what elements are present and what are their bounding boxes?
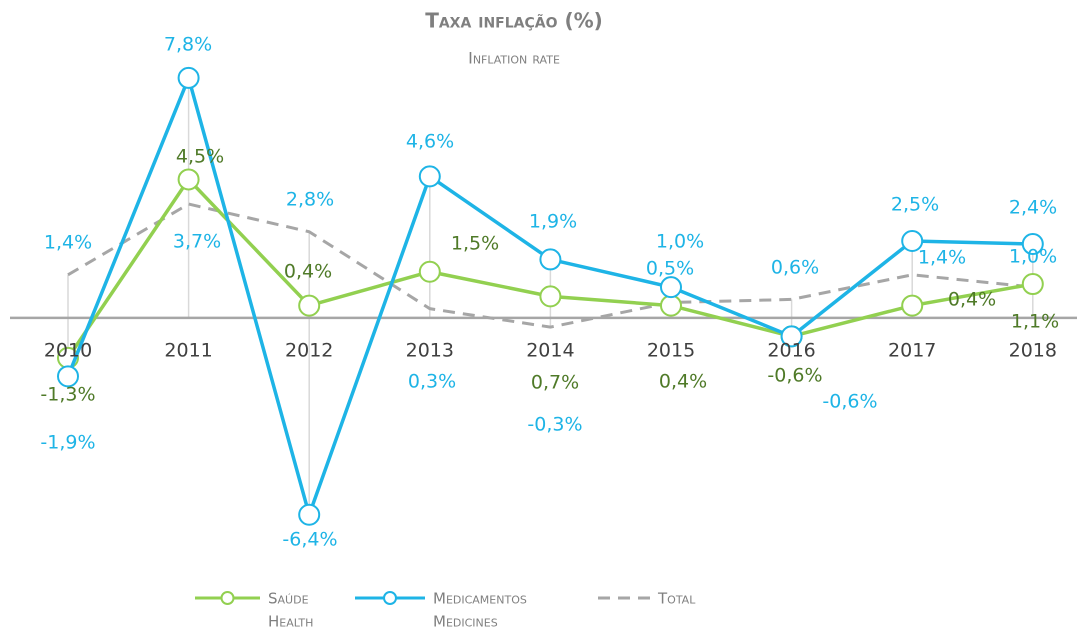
data-label: 0,6% xyxy=(771,257,819,279)
marker xyxy=(298,294,321,317)
marker xyxy=(298,503,321,526)
x-tick-label: 2015 xyxy=(647,340,695,362)
x-tick-label: 2012 xyxy=(285,340,333,362)
chart-subtitle: Inflation rate xyxy=(468,49,560,68)
data-label: 0,3% xyxy=(408,371,456,393)
marker xyxy=(1021,233,1044,256)
data-label: 2,5% xyxy=(891,194,939,216)
data-label: 1,5% xyxy=(451,233,499,255)
legend-label: Total xyxy=(657,590,696,608)
data-label: 3,7% xyxy=(173,231,221,253)
data-label: 2,4% xyxy=(1009,197,1057,219)
marker xyxy=(660,294,682,317)
data-label: -0,6% xyxy=(822,391,877,413)
data-label: -1,3% xyxy=(40,384,95,406)
data-label: 4,5% xyxy=(176,146,224,168)
data-label: 1,4% xyxy=(918,247,966,269)
data-label: 7,8% xyxy=(164,34,212,56)
x-tick-label: 2018 xyxy=(1009,340,1057,362)
data-label: 2,8% xyxy=(286,189,334,211)
data-label: 4,6% xyxy=(406,131,454,153)
data-label: 0,4% xyxy=(948,289,996,311)
data-label: 1,9% xyxy=(529,211,577,233)
marker xyxy=(57,365,79,388)
x-tick-label: 2010 xyxy=(44,340,92,362)
legend-label: Medicines xyxy=(433,613,498,631)
x-tick-label: 2016 xyxy=(767,340,815,362)
x-tick-label: 2014 xyxy=(526,340,574,362)
marker xyxy=(780,325,803,348)
legend-label: Saúde xyxy=(268,590,309,608)
data-label: 0,5% xyxy=(646,258,694,280)
x-tick-label: 2013 xyxy=(406,340,454,362)
data-label: 1,0% xyxy=(1009,246,1057,268)
data-label: -0,3% xyxy=(527,414,582,436)
series-line xyxy=(67,202,1033,329)
marker xyxy=(901,294,924,317)
data-label: -1,9% xyxy=(40,432,95,454)
data-label: 0,7% xyxy=(531,372,579,394)
marker xyxy=(539,248,562,271)
marker xyxy=(418,165,441,188)
marker xyxy=(539,285,562,308)
data-label: -6,4% xyxy=(282,529,337,551)
data-label: 1,0% xyxy=(656,231,704,253)
legend-label: Health xyxy=(268,613,313,631)
marker xyxy=(660,276,682,299)
marker xyxy=(418,260,441,283)
marker xyxy=(1021,273,1044,296)
legend-marker xyxy=(383,591,397,605)
legend-marker xyxy=(220,591,235,605)
data-label: 0,4% xyxy=(659,371,707,393)
x-tick-label: 2017 xyxy=(888,340,936,362)
legend-label: Medicamentos xyxy=(433,590,527,608)
data-label: 0,4% xyxy=(284,261,332,283)
marker xyxy=(177,168,200,191)
x-tick-label: 2011 xyxy=(164,340,212,362)
chart-title: Taxa inflação (%) xyxy=(425,9,603,33)
data-label: 1,4% xyxy=(44,232,92,254)
marker xyxy=(901,229,924,252)
data-label: 1,1% xyxy=(1011,311,1059,333)
marker xyxy=(177,66,200,89)
data-label: -0,6% xyxy=(767,365,822,387)
